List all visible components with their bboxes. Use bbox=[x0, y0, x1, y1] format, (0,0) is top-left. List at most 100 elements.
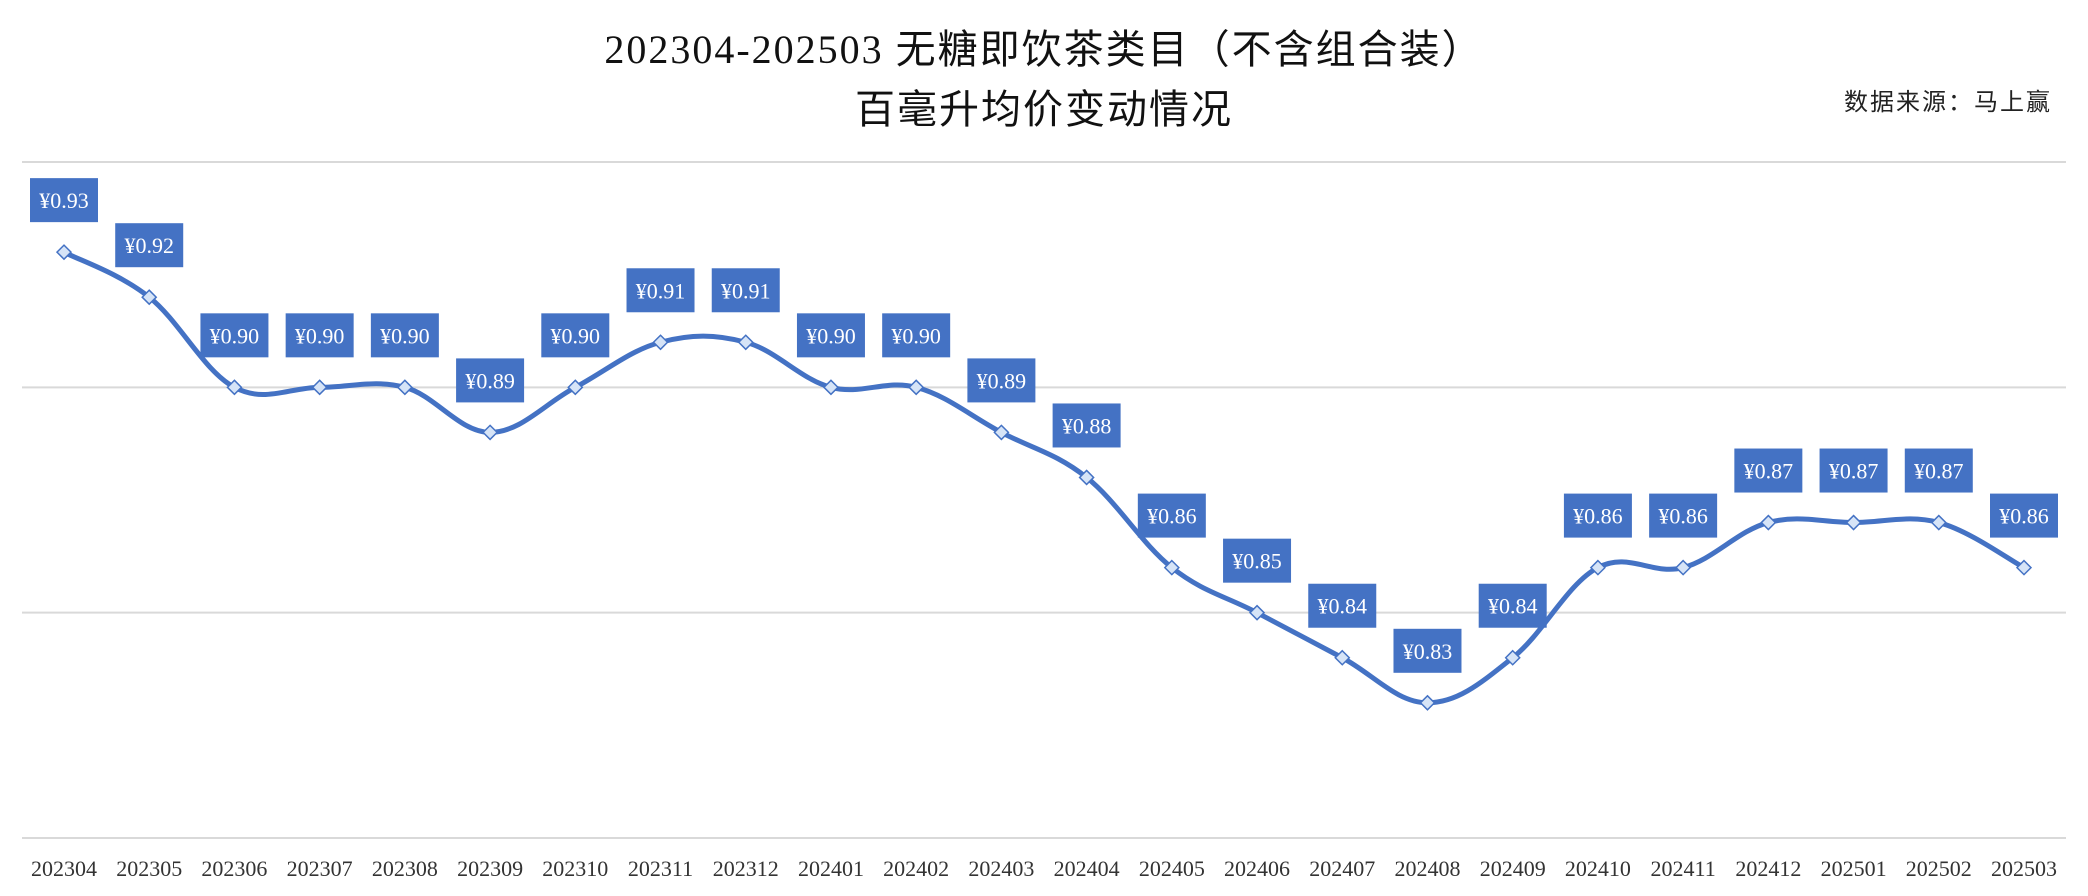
data-label-202308: ¥0.90 bbox=[370, 313, 439, 358]
chart-title: 202304-202503 无糖即饮茶类目（不含组合装） 百毫升均价变动情况 bbox=[0, 20, 2088, 140]
data-label-text: ¥0.86 bbox=[1658, 504, 1708, 529]
data-point-202304 bbox=[55, 244, 73, 261]
data-label-text: ¥0.87 bbox=[1829, 459, 1879, 484]
data-label-202410: ¥0.86 bbox=[1563, 493, 1632, 538]
x-tick-label-202401: 202401 bbox=[798, 856, 864, 881]
data-label-text: ¥0.90 bbox=[551, 323, 601, 348]
data-label-text: ¥0.91 bbox=[636, 278, 686, 303]
x-tick-label-202409: 202409 bbox=[1480, 856, 1546, 881]
data-point-202403 bbox=[993, 424, 1010, 441]
data-point-202406 bbox=[1248, 604, 1266, 621]
chart-title-line-2: 百毫升均价变动情况 bbox=[855, 87, 1233, 132]
data-point-202312 bbox=[737, 334, 754, 351]
data-point-202408 bbox=[1419, 694, 1436, 711]
data-point-202306 bbox=[226, 379, 243, 396]
x-tick-label-202501: 202501 bbox=[1821, 856, 1887, 881]
data-label-layer: ¥0.93 ¥0.92 ¥0.90 ¥0.90 ¥0.90 ¥0.89 ¥0.90 ¥0.91… bbox=[30, 178, 2058, 673]
x-tick-label-202309: 202309 bbox=[457, 856, 523, 881]
marker-layer bbox=[55, 244, 2033, 711]
data-label-box bbox=[796, 313, 865, 358]
x-tick-label-202406: 202406 bbox=[1224, 856, 1290, 881]
data-label-text: ¥0.84 bbox=[1318, 594, 1368, 619]
data-point-202412 bbox=[1760, 514, 1777, 531]
data-label-text: ¥0.83 bbox=[1403, 639, 1453, 664]
data-point-202409 bbox=[1504, 649, 1521, 666]
x-tick-label-202312: 202312 bbox=[713, 856, 779, 881]
x-tick-label-202306: 202306 bbox=[201, 856, 267, 881]
data-label-202402: ¥0.90 bbox=[882, 313, 951, 358]
x-axis-ticks: 202304 202305 202306 202307 202308 202309 2023… bbox=[31, 856, 2057, 881]
data-label-box bbox=[285, 313, 354, 358]
data-label-text: ¥0.86 bbox=[1147, 504, 1197, 529]
data-label-box bbox=[1990, 493, 2058, 538]
x-tick-label-202407: 202407 bbox=[1309, 856, 1375, 881]
data-label-text: ¥0.93 bbox=[39, 188, 89, 213]
x-tick-label-202502: 202502 bbox=[1906, 856, 1972, 881]
data-label-box bbox=[115, 223, 184, 268]
data-label-box bbox=[1734, 448, 1803, 493]
data-label-202408: ¥0.83 bbox=[1393, 628, 1462, 673]
x-tick-label-202310: 202310 bbox=[542, 856, 608, 881]
data-point-202402 bbox=[908, 379, 925, 396]
data-label-box bbox=[1308, 583, 1377, 628]
data-label-box bbox=[30, 178, 98, 223]
data-label-text: ¥0.86 bbox=[1573, 504, 1623, 529]
data-label-202305: ¥0.92 bbox=[115, 223, 184, 268]
data-label-box bbox=[541, 313, 610, 358]
data-label-202407: ¥0.84 bbox=[1308, 583, 1377, 628]
data-label-202306: ¥0.90 bbox=[200, 313, 269, 358]
data-label-202405: ¥0.86 bbox=[1137, 493, 1206, 538]
x-tick-label-202307: 202307 bbox=[287, 856, 353, 881]
data-source-note: 数据来源：马上赢 bbox=[1844, 90, 2052, 116]
data-label-text: ¥0.89 bbox=[465, 368, 515, 393]
data-label-text: ¥0.88 bbox=[1062, 413, 1112, 438]
data-label-202304: ¥0.93 bbox=[30, 178, 98, 223]
data-label-text: ¥0.91 bbox=[721, 278, 771, 303]
data-label-text: ¥0.87 bbox=[1914, 459, 1964, 484]
data-label-text: ¥0.86 bbox=[1999, 504, 2049, 529]
data-label-box bbox=[370, 313, 439, 358]
data-label-text: ¥0.90 bbox=[295, 323, 345, 348]
data-label-box bbox=[1649, 493, 1718, 538]
data-label-202406: ¥0.85 bbox=[1223, 538, 1292, 583]
data-label-202311: ¥0.91 bbox=[626, 268, 695, 313]
data-label-202310: ¥0.90 bbox=[541, 313, 610, 358]
data-label-202412: ¥0.87 bbox=[1734, 448, 1803, 493]
data-label-box bbox=[1137, 493, 1206, 538]
data-label-box bbox=[626, 268, 695, 313]
data-label-box bbox=[1223, 538, 1292, 583]
data-label-box bbox=[1904, 448, 1973, 493]
x-tick-label-202412: 202412 bbox=[1735, 856, 1801, 881]
data-label-202309: ¥0.89 bbox=[456, 358, 525, 403]
data-label-box bbox=[882, 313, 951, 358]
data-label-202501: ¥0.87 bbox=[1819, 448, 1888, 493]
data-point-202309 bbox=[482, 424, 499, 441]
data-label-box bbox=[711, 268, 780, 313]
data-label-box bbox=[456, 358, 525, 403]
data-label-202409: ¥0.84 bbox=[1478, 583, 1547, 628]
data-point-202501 bbox=[1845, 514, 1862, 531]
data-point-202407 bbox=[1334, 649, 1351, 666]
x-tick-label-202410: 202410 bbox=[1565, 856, 1631, 881]
x-tick-label-202408: 202408 bbox=[1394, 856, 1460, 881]
data-label-text: ¥0.85 bbox=[1232, 549, 1282, 574]
data-label-box bbox=[1478, 583, 1547, 628]
data-label-box bbox=[1393, 628, 1462, 673]
x-tick-label-202404: 202404 bbox=[1054, 856, 1120, 881]
data-point-202503 bbox=[2015, 559, 2033, 576]
data-label-text: ¥0.90 bbox=[806, 323, 856, 348]
data-point-202308 bbox=[396, 379, 413, 396]
data-label-text: ¥0.90 bbox=[891, 323, 941, 348]
data-label-box bbox=[1052, 403, 1121, 448]
x-tick-label-202308: 202308 bbox=[372, 856, 438, 881]
x-tick-label-202503: 202503 bbox=[1991, 856, 2057, 881]
data-label-text: ¥0.89 bbox=[977, 368, 1027, 393]
chart-title-line-1: 202304-202503 无糖即饮茶类目（不含组合装） bbox=[604, 27, 1484, 72]
series-line bbox=[61, 249, 2027, 706]
data-label-202503: ¥0.86 bbox=[1990, 493, 2058, 538]
x-tick-label-202311: 202311 bbox=[628, 856, 693, 881]
data-label-202401: ¥0.90 bbox=[796, 313, 865, 358]
data-point-202502 bbox=[1930, 514, 1947, 531]
x-tick-label-202403: 202403 bbox=[968, 856, 1034, 881]
